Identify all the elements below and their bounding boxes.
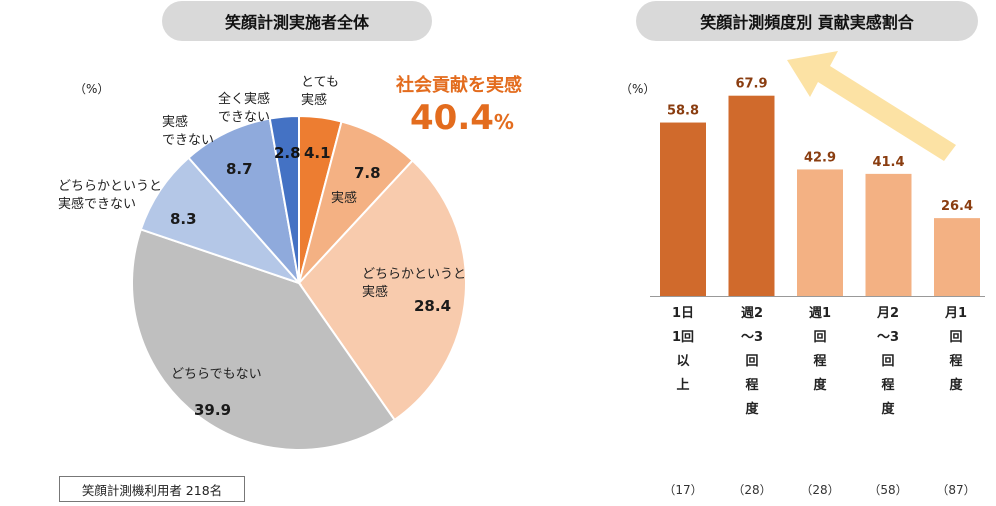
pie-slice-6: [187, 117, 301, 287]
pie-slice-4: [131, 228, 396, 451]
slice-value-somewhat-not: 8.3: [170, 210, 197, 228]
slice-value-somewhat-feel: 28.4: [414, 297, 452, 315]
slice-value-not-at-all: 2.8: [274, 144, 301, 162]
pie-slice-7: [268, 114, 300, 284]
bar-value-label-5: 26.4: [941, 199, 973, 214]
social-contribution-label: 社会貢献を実感: [396, 75, 522, 96]
slice-value-neutral: 39.9: [194, 401, 232, 419]
bar-unit-label: （%）: [620, 82, 656, 96]
social-contribution-value: 40.4%: [410, 98, 514, 142]
bar-value-label-2: 67.9: [735, 77, 767, 92]
bar-3: [797, 169, 843, 296]
slice-value-not-feel: 8.7: [226, 160, 253, 178]
slice-label-somewhat-not: どちらかというと 実感できない: [58, 179, 163, 212]
slice-label-feel: 実感: [331, 191, 358, 206]
respondent-count-box: 笑顔計測機利用者 218名: [59, 476, 245, 502]
bar-2: [728, 95, 775, 296]
slice-label-neutral: どちらでもない: [171, 367, 262, 382]
bar-count-5: （87）: [936, 483, 976, 497]
slice-label-very-much: とても 実感: [301, 75, 339, 108]
bar-category-4: 月2～3回程度: [876, 306, 900, 417]
bar-count-4: （58）: [868, 483, 908, 497]
bar-count-3: （28）: [800, 483, 840, 497]
slice-value-feel: 7.8: [354, 164, 381, 182]
pie-unit-label: （%）: [74, 82, 110, 96]
bar-value-label-4: 41.4: [872, 155, 904, 170]
bar-category-5: 月1回程度: [944, 306, 968, 393]
slice-value-very-much: 4.1: [304, 144, 331, 162]
bar-4: [865, 173, 912, 296]
bar-category-2: 週2～3回程度: [740, 306, 764, 417]
bar-1: [660, 122, 706, 296]
bar-value-label-3: 42.9: [804, 150, 836, 165]
social-contribution-number: 40.4: [410, 98, 494, 138]
pie-slice-3: [297, 159, 467, 422]
slice-label-somewhat-feel: どちらかというと 実感: [362, 267, 467, 300]
bar-5: [934, 218, 980, 296]
pie-chart-title: 笑顔計測実施者全体: [162, 1, 432, 41]
slice-label-not-feel: 実感 できない: [162, 115, 215, 148]
bar-count-1: （17）: [663, 483, 703, 497]
pie-slice-5: [139, 156, 303, 286]
trend-arrow: [787, 51, 956, 161]
bar-category-3: 週1回程度: [808, 306, 832, 393]
social-contribution-unit: %: [493, 110, 514, 134]
slice-label-not-at-all: 全く実感 できない: [218, 92, 271, 125]
bar-category-1: 1日1回以上: [671, 306, 695, 393]
bar-chart-title: 笑顔計測頻度別 貢献実感割合: [636, 1, 978, 41]
bar-count-2: （28）: [732, 483, 772, 497]
bar-value-label-1: 58.8: [667, 104, 699, 119]
